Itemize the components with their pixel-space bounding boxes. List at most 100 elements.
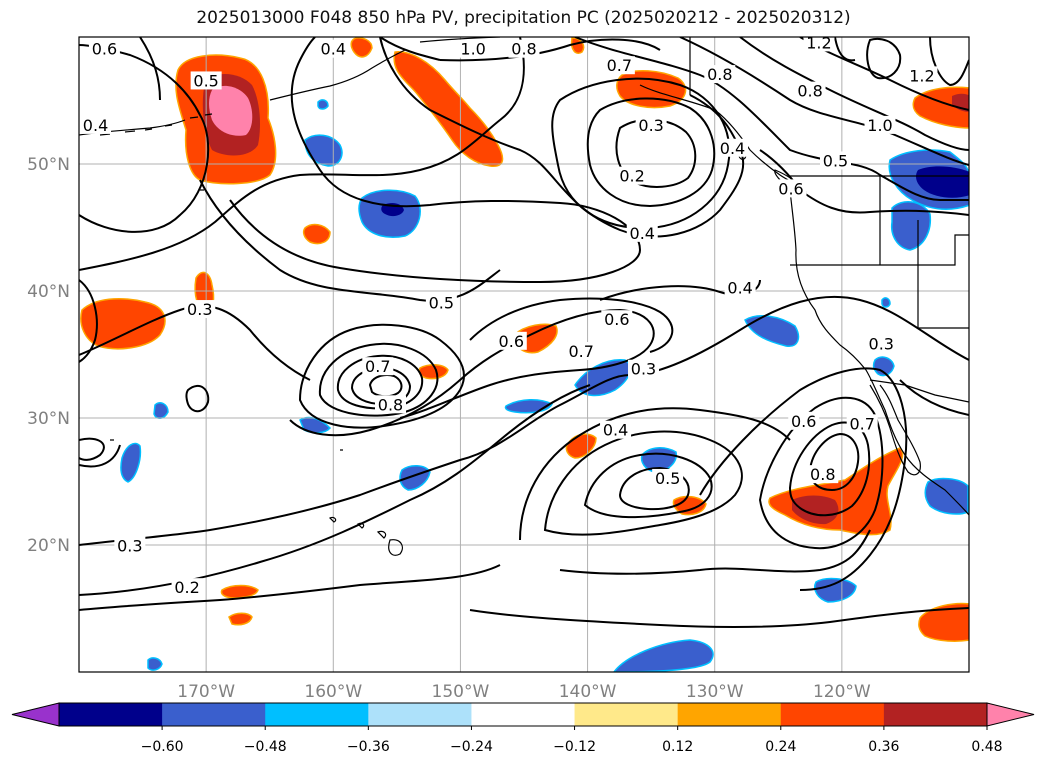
contour-label-bg bbox=[717, 138, 749, 157]
contour-label: 0.5 bbox=[823, 151, 848, 170]
contour-label-bg bbox=[508, 39, 540, 58]
colorbar-segment bbox=[780, 703, 885, 726]
contour-label: 0.4 bbox=[727, 278, 752, 297]
pv-contour bbox=[586, 97, 716, 208]
pv-contour bbox=[618, 466, 690, 511]
pv-contour bbox=[679, 37, 969, 166]
pv-contour bbox=[229, 37, 642, 284]
contour-label: 0.5 bbox=[655, 469, 680, 488]
colorbar-extend-low bbox=[11, 702, 60, 727]
precip-negative-area bbox=[317, 99, 329, 110]
pv-contour bbox=[759, 149, 969, 216]
precip-negative-area bbox=[881, 297, 891, 308]
pv-contour bbox=[559, 529, 871, 575]
contour-label: 0.4 bbox=[321, 40, 346, 59]
coastlines bbox=[79, 37, 969, 556]
precip-positive-area bbox=[228, 612, 253, 626]
colorbar-tick-label: 0.12 bbox=[662, 739, 693, 755]
contour-label: 0.7 bbox=[365, 357, 390, 376]
pv-contour bbox=[185, 384, 210, 413]
pv-contour bbox=[699, 367, 908, 591]
contour-label: 0.4 bbox=[630, 224, 655, 243]
axis-tick-labels: 170°W 160°W 150°W 140°W 130°W 120°W 50°N 40°N 30… bbox=[27, 155, 871, 702]
coastline-pacific-islands bbox=[110, 189, 343, 451]
lon-tick-label: 170°W bbox=[177, 682, 235, 702]
contour-label: 0.7 bbox=[607, 56, 632, 75]
contour-label-bg bbox=[820, 151, 851, 170]
lat-tick-label: 20°N bbox=[27, 536, 70, 556]
contour-label: 0.8 bbox=[511, 40, 536, 59]
precip-negative-area bbox=[147, 657, 163, 671]
pv-contour bbox=[79, 444, 121, 468]
precip-negative-core bbox=[916, 166, 969, 198]
colorbar-segment bbox=[265, 703, 369, 726]
contour-label-bg bbox=[652, 468, 684, 487]
lon-tick-label: 160°W bbox=[304, 682, 362, 702]
contour-label: 0.6 bbox=[791, 412, 816, 431]
precip-negative-area bbox=[744, 314, 800, 347]
gridlines bbox=[79, 37, 969, 672]
lat-tick-label: 30°N bbox=[27, 409, 70, 429]
contour-label-bg bbox=[375, 395, 406, 414]
pv-contour bbox=[788, 421, 871, 517]
contour-label: 0.8 bbox=[810, 465, 835, 484]
pv-contour bbox=[379, 37, 441, 61]
precip-positive-area bbox=[302, 223, 331, 245]
colorbar-tick-label: −0.24 bbox=[450, 739, 493, 755]
precip-negative-area bbox=[153, 402, 169, 419]
contour-labels: 0.6 0.4 1.0 0.8 0.7 0.8 0.3 0.2 0.4 0.5 0.4 0.3 0.5 0… bbox=[80, 37, 938, 597]
pv-contour bbox=[543, 430, 743, 536]
pv-contour bbox=[199, 179, 501, 302]
lon-tick-label: 140°W bbox=[559, 682, 617, 702]
contour-label-bg bbox=[88, 39, 120, 58]
contour-label-bg bbox=[775, 179, 807, 198]
contour-label-bg bbox=[616, 166, 648, 185]
contour-label: 0.7 bbox=[849, 414, 874, 433]
contour-label-bg bbox=[80, 115, 112, 134]
contour-label-bg bbox=[184, 300, 216, 319]
pv-contours bbox=[79, 37, 969, 628]
contour-label-bg bbox=[628, 359, 660, 378]
lon-tick-label: 130°W bbox=[686, 682, 744, 702]
pv-contour bbox=[336, 354, 424, 410]
precip-negative-area bbox=[890, 201, 932, 251]
contour-label-bg bbox=[457, 39, 489, 58]
contour-label-bg bbox=[906, 66, 938, 85]
coastline-north-america bbox=[789, 189, 969, 516]
pv-contour bbox=[318, 342, 439, 417]
precip-positive-area bbox=[672, 495, 707, 516]
precip-negative-area bbox=[924, 477, 969, 515]
contour-label: 0.7 bbox=[568, 342, 593, 361]
contour-label-bg bbox=[635, 115, 667, 134]
precip-positive-area bbox=[220, 584, 259, 599]
precip-positive-area bbox=[393, 51, 504, 167]
map-frame bbox=[78, 36, 970, 673]
coastline-baja bbox=[869, 384, 921, 476]
colorbar-tick-label: 0.24 bbox=[765, 739, 796, 755]
contour-label-bg bbox=[864, 115, 896, 134]
contour-label: 0.6 bbox=[604, 310, 629, 329]
pv-contour bbox=[79, 564, 501, 611]
colorbar-tick-label: −0.48 bbox=[244, 739, 287, 755]
contour-label: 0.3 bbox=[631, 360, 656, 379]
lat-tick-label: 40°N bbox=[27, 282, 70, 302]
precip-negative-area bbox=[613, 639, 714, 672]
pv-contour bbox=[469, 297, 674, 353]
pv-contour bbox=[574, 37, 969, 201]
precip-positive-area bbox=[918, 602, 969, 642]
pv-contour bbox=[834, 37, 856, 62]
colorbar-segment bbox=[471, 703, 576, 726]
contour-label-bg bbox=[114, 536, 146, 555]
contour-label-bg bbox=[807, 465, 839, 484]
colorbar-segment bbox=[59, 703, 163, 726]
border-us-mexico bbox=[869, 379, 969, 403]
pv-contour bbox=[79, 295, 969, 546]
contour-label: 1.2 bbox=[909, 66, 934, 85]
pv-contour bbox=[551, 77, 731, 230]
pv-contour bbox=[519, 407, 791, 541]
contour-label-bg bbox=[601, 310, 633, 329]
contour-label: 0.8 bbox=[797, 82, 822, 101]
pv-contour bbox=[298, 323, 465, 429]
colorbar-tick-label: 0.36 bbox=[868, 739, 899, 755]
contour-label-bg bbox=[846, 414, 878, 433]
